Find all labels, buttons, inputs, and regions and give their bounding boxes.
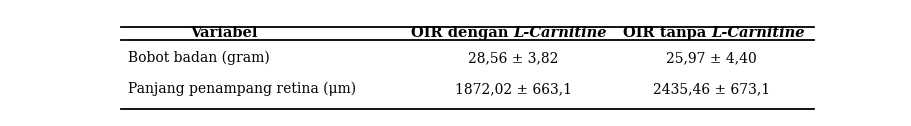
Text: 25,97 ± 4,40: 25,97 ± 4,40 bbox=[665, 51, 756, 65]
Text: OIR tanpa: OIR tanpa bbox=[622, 26, 711, 40]
Text: Variabel: Variabel bbox=[189, 26, 257, 40]
Text: L-Carnitine: L-Carnitine bbox=[711, 26, 804, 40]
Text: Panjang penampang retina (μm): Panjang penampang retina (μm) bbox=[128, 82, 356, 96]
Text: OIR dengan: OIR dengan bbox=[410, 26, 513, 40]
Text: Bobot badan (gram): Bobot badan (gram) bbox=[128, 51, 270, 66]
Text: 28,56 ± 3,82: 28,56 ± 3,82 bbox=[467, 51, 558, 65]
Text: 1872,02 ± 663,1: 1872,02 ± 663,1 bbox=[455, 82, 571, 96]
Text: L-Carnitine: L-Carnitine bbox=[513, 26, 606, 40]
Text: 2435,46 ± 673,1: 2435,46 ± 673,1 bbox=[652, 82, 769, 96]
